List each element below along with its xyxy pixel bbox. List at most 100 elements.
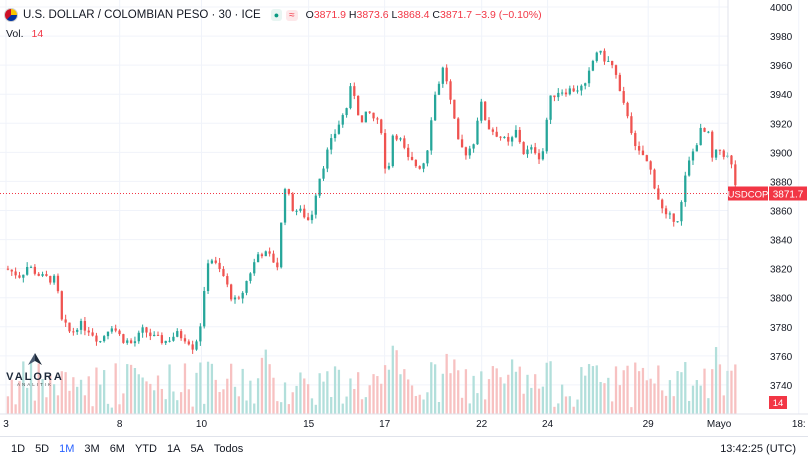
volume-bar — [676, 371, 679, 414]
volume-bar — [614, 366, 618, 414]
close-value: 3871.7 — [440, 9, 473, 21]
volume-bar — [199, 362, 202, 414]
candle-body — [156, 334, 160, 336]
timeframe-1m[interactable]: 1M — [59, 443, 75, 455]
volume-bar — [295, 385, 298, 414]
candle-body — [387, 166, 391, 169]
candle-body — [549, 95, 552, 120]
volume-bar — [395, 350, 398, 414]
volume-bar — [110, 407, 113, 414]
candle-body — [630, 116, 633, 134]
candle-body — [164, 340, 167, 344]
high-value: 3873.6 — [356, 9, 389, 21]
candle-body — [383, 133, 387, 169]
candle-body — [306, 217, 310, 221]
timeframe-ytd[interactable]: YTD — [134, 443, 157, 455]
candle-body — [576, 90, 579, 92]
candle-body — [718, 149, 722, 151]
open-value: 3871.9 — [313, 9, 346, 21]
candle-body — [722, 150, 725, 157]
volume-bar — [210, 363, 214, 414]
candle-body — [441, 67, 444, 84]
volume-bar — [611, 401, 614, 414]
timeframe-1d[interactable]: 1D — [11, 443, 26, 455]
volume-bar — [630, 407, 633, 414]
timeframe-selector: 1D 5D 1M 3M 6M YTD 1A 5A Todos — [0, 443, 243, 455]
volume-bar — [160, 388, 164, 414]
candle-body — [272, 253, 275, 263]
timeframe-6m[interactable]: 6M — [109, 443, 125, 455]
timeframe-5a[interactable]: 5A — [190, 443, 204, 455]
candle-body — [587, 70, 591, 84]
candle-body — [676, 221, 679, 223]
volume-bar — [553, 406, 556, 414]
visibility-dot-icon[interactable]: ● — [270, 9, 283, 21]
open-label: O — [305, 9, 314, 21]
time-tick-label: 29 — [643, 419, 655, 430]
candle-body — [526, 149, 529, 155]
candle-body — [376, 118, 379, 120]
volume-badge — [769, 396, 787, 409]
candle-body — [580, 85, 583, 91]
volume-bar — [56, 395, 60, 414]
candle-body — [414, 159, 418, 167]
volume-bar — [37, 363, 40, 414]
timeframe-todos[interactable]: Todos — [213, 443, 244, 455]
candle-body — [661, 199, 664, 209]
clock[interactable]: 13:42:25 (UTC) — [720, 443, 796, 455]
volume-bar — [60, 371, 63, 414]
volume-bar — [10, 379, 13, 414]
candle-body — [176, 331, 179, 337]
timeframe-5d[interactable]: 5D — [35, 443, 50, 455]
volume-bar — [195, 372, 198, 414]
volume-bar — [383, 365, 387, 414]
price-tick-label: 4000 — [770, 3, 793, 14]
volume-bar — [230, 363, 233, 414]
bottom-toolbar: 1D 5D 1M 3M 6M YTD 1A 5A Todos 13:42:25 (UTC) — [0, 436, 808, 461]
volume-bar — [591, 366, 595, 414]
volume-bar — [680, 372, 683, 414]
candle-body — [299, 208, 302, 211]
candle-body — [337, 124, 341, 134]
timeframe-3m[interactable]: 3M — [84, 443, 100, 455]
volume-bar — [407, 379, 410, 414]
volume-bar — [530, 387, 533, 414]
volume-bar — [353, 388, 356, 414]
candle-body — [60, 291, 63, 320]
candle-body — [487, 120, 491, 130]
volume-bar — [95, 367, 98, 414]
volume-bar — [714, 347, 718, 414]
candle-body — [29, 266, 33, 268]
volume-bar — [306, 384, 310, 414]
compare-icon[interactable]: ≈ — [286, 9, 298, 21]
candle-body — [534, 147, 537, 154]
volume-bar — [183, 363, 187, 414]
volume-bar — [18, 381, 21, 414]
volume-bar — [541, 386, 545, 414]
volume-bar — [468, 403, 471, 414]
timeframe-1a[interactable]: 1A — [166, 443, 181, 455]
volume-bar — [661, 390, 664, 414]
candle-body — [102, 336, 106, 342]
volume-bar — [341, 403, 344, 414]
last-price-label: 3871.7 — [773, 189, 804, 200]
volume-bar — [137, 374, 140, 414]
volume-bar — [256, 378, 260, 414]
volume-bar — [372, 374, 375, 414]
volume-bar — [518, 366, 521, 414]
volume-bars — [6, 345, 737, 414]
symbol-title[interactable]: U.S. DOLLAR / COLOMBIAN PESO · 30 · ICE — [23, 9, 261, 21]
candle-body — [591, 60, 595, 71]
candle-body — [668, 213, 672, 215]
candle-body — [6, 268, 10, 270]
candle-body — [472, 144, 475, 149]
candle-body — [106, 331, 110, 337]
volume-bar — [122, 393, 125, 414]
candle-body — [110, 328, 113, 332]
candle-body — [79, 321, 83, 330]
volume-bar — [433, 364, 437, 414]
candle-body — [99, 341, 102, 343]
candle-body — [641, 150, 645, 156]
volume-bar — [106, 403, 110, 414]
